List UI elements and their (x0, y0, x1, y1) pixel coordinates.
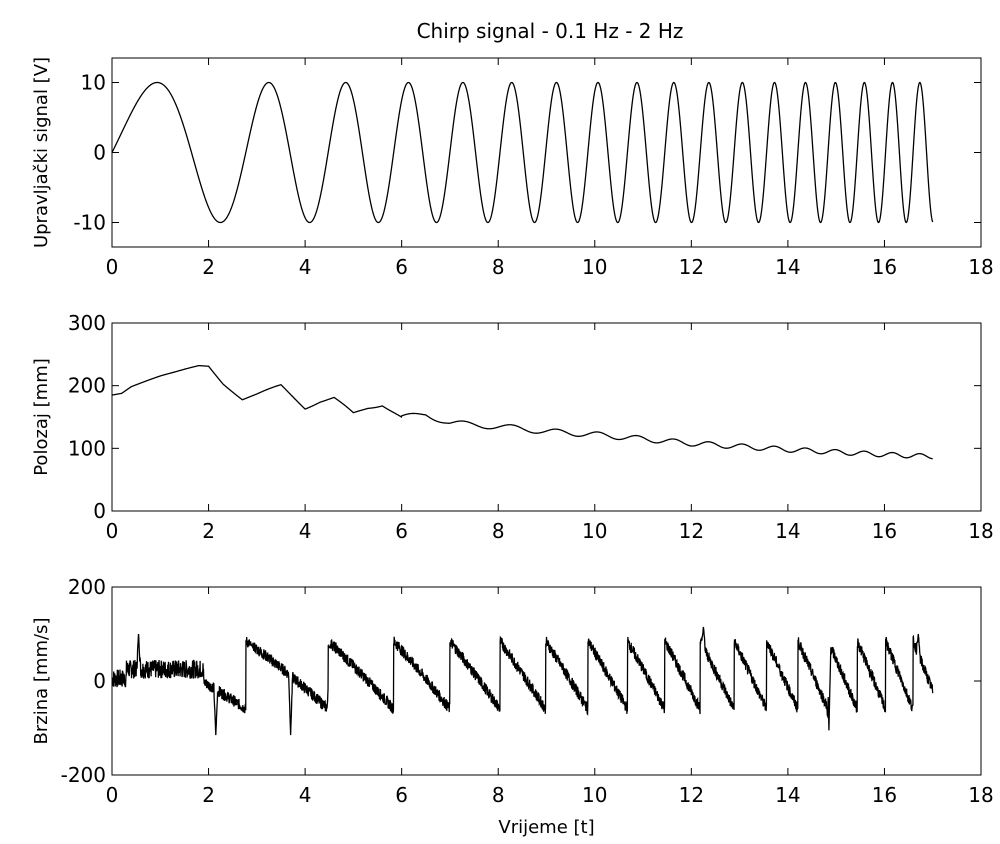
y-tick-label-2-2: 200 (68, 575, 106, 599)
y-axis-label-2: Brzina [mm/s] (31, 618, 52, 745)
x-tick-label-2-7: 14 (775, 783, 800, 807)
x-tick-label-0-2: 4 (299, 255, 312, 279)
x-tick-label-0-9: 18 (968, 255, 993, 279)
y-tick-label-1-3: 300 (68, 311, 106, 335)
x-tick-label-0-0: 0 (106, 255, 119, 279)
x-tick-label-2-0: 0 (106, 783, 119, 807)
x-tick-label-1-5: 10 (582, 519, 607, 543)
y-tick-label-0-2: 10 (81, 71, 106, 95)
x-tick-label-1-1: 2 (202, 519, 215, 543)
y-tick-label-1-0: 0 (93, 499, 106, 523)
x-tick-label-1-9: 18 (968, 519, 993, 543)
x-tick-label-0-5: 10 (582, 255, 607, 279)
y-tick-label-2-1: 0 (93, 669, 106, 693)
x-tick-label-1-4: 8 (492, 519, 505, 543)
y-tick-label-0-1: 0 (93, 141, 106, 165)
x-tick-label-1-0: 0 (106, 519, 119, 543)
x-tick-label-2-6: 12 (679, 783, 704, 807)
x-tick-label-2-4: 8 (492, 783, 505, 807)
x-tick-label-2-3: 6 (395, 783, 408, 807)
x-tick-label-0-3: 6 (395, 255, 408, 279)
axes-frame-2 (111, 586, 982, 776)
figure-title: Chirp signal - 0.1 Hz - 2 Hz (417, 19, 684, 43)
x-tick-label-1-6: 12 (679, 519, 704, 543)
x-tick-label-2-1: 2 (202, 783, 215, 807)
x-tick-label-1-3: 6 (395, 519, 408, 543)
x-tick-label-2-5: 10 (582, 783, 607, 807)
y-tick-label-1-2: 200 (68, 374, 106, 398)
series-line-0-0 (111, 81, 934, 224)
x-tick-label-1-7: 14 (775, 519, 800, 543)
y-tick-label-1-1: 100 (68, 436, 106, 460)
x-tick-label-2-9: 18 (968, 783, 993, 807)
x-tick-label-2-2: 4 (299, 783, 312, 807)
y-tick-label-2-0: -200 (61, 763, 106, 787)
x-tick-label-0-7: 14 (775, 255, 800, 279)
axes-frame-0 (111, 57, 982, 248)
series-line-2-0 (111, 626, 934, 736)
x-tick-label-2-8: 16 (872, 783, 897, 807)
x-tick-label-1-8: 16 (872, 519, 897, 543)
x-tick-label-0-8: 16 (872, 255, 897, 279)
x-axis-label-2: Vrijeme [t] (498, 817, 594, 838)
y-axis-label-0: Upravljački signal [V] (31, 57, 52, 248)
axes-frame-1 (111, 322, 982, 512)
x-tick-label-0-4: 8 (492, 255, 505, 279)
x-tick-label-1-2: 4 (299, 519, 312, 543)
x-tick-label-0-6: 12 (679, 255, 704, 279)
y-tick-label-0-0: -10 (73, 211, 106, 235)
y-axis-label-1: Polozaj [mm] (31, 358, 52, 476)
x-tick-label-0-1: 2 (202, 255, 215, 279)
series-line-1-0 (111, 364, 933, 460)
